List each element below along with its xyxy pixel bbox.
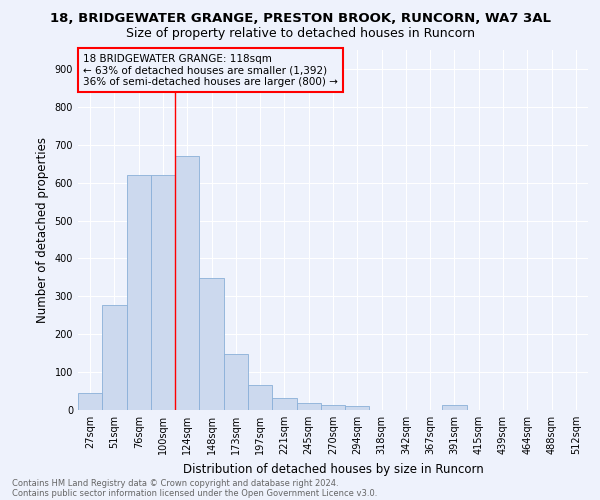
Bar: [175, 156, 199, 410]
Bar: [127, 174, 151, 410]
Bar: [321, 406, 345, 410]
Text: Contains HM Land Registry data © Crown copyright and database right 2024.: Contains HM Land Registry data © Crown c…: [12, 478, 338, 488]
Text: Contains public sector information licensed under the Open Government Licence v3: Contains public sector information licen…: [12, 488, 377, 498]
Bar: [296, 403, 321, 410]
Bar: [248, 386, 272, 410]
Bar: [272, 398, 296, 410]
Text: 18, BRIDGEWATER GRANGE, PRESTON BROOK, RUNCORN, WA7 3AL: 18, BRIDGEWATER GRANGE, PRESTON BROOK, R…: [49, 12, 551, 26]
Bar: [442, 405, 467, 410]
Bar: [151, 174, 175, 410]
Text: 18 BRIDGEWATER GRANGE: 118sqm
← 63% of detached houses are smaller (1,392)
36% o: 18 BRIDGEWATER GRANGE: 118sqm ← 63% of d…: [83, 54, 338, 87]
Bar: [78, 394, 102, 410]
Bar: [224, 354, 248, 410]
Bar: [345, 406, 370, 410]
X-axis label: Distribution of detached houses by size in Runcorn: Distribution of detached houses by size …: [182, 462, 484, 475]
Bar: [199, 278, 224, 410]
Y-axis label: Number of detached properties: Number of detached properties: [36, 137, 49, 323]
Bar: [102, 304, 127, 410]
Text: Size of property relative to detached houses in Runcorn: Size of property relative to detached ho…: [125, 28, 475, 40]
